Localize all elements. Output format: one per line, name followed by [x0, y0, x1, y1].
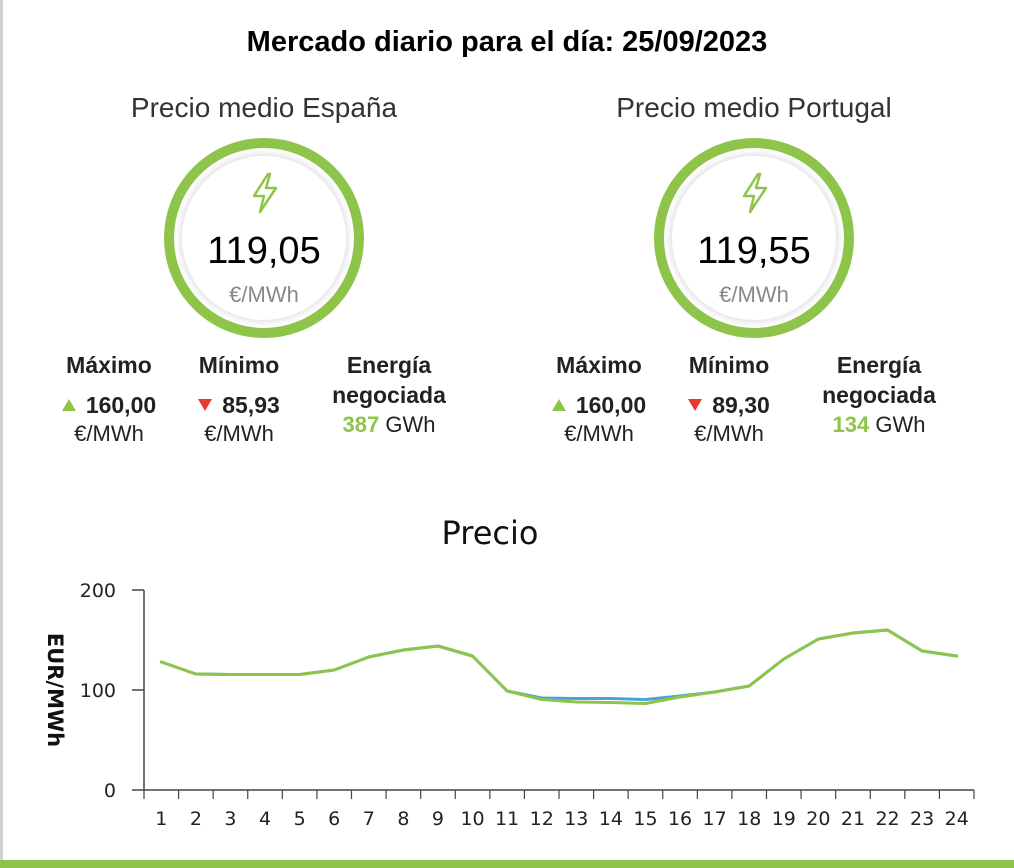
energy-unit: GWh — [385, 412, 436, 437]
y-axis-label: EUR/MWh — [43, 633, 67, 747]
portugal-max: Máximo 160,00 €/MWh — [534, 350, 664, 448]
x-tick-label: 2 — [190, 808, 202, 830]
bottom-accent-bar — [0, 860, 1014, 868]
series-line-0 — [159, 628, 959, 701]
max-value-row: 160,00 — [534, 390, 664, 420]
portugal-energy: Energía negociada 134 GWh — [804, 350, 954, 440]
x-tick-label: 8 — [397, 808, 409, 830]
arrow-down-icon — [198, 399, 213, 411]
max-unit: €/MWh — [74, 421, 144, 446]
lightning-icon — [252, 172, 278, 214]
energy-value: 387 — [342, 412, 380, 437]
series-line-1 — [159, 628, 959, 705]
energy-unit: GWh — [875, 412, 926, 437]
min-value: 85,93 — [222, 392, 280, 418]
portugal-average-unit: €/MWh — [719, 282, 789, 307]
min-label: Mínimo — [688, 352, 770, 378]
x-tick-label: 5 — [294, 808, 306, 830]
x-tick-label: 24 — [945, 808, 969, 830]
portugal-panel-title: Precio medio Portugal — [616, 92, 892, 123]
x-tick-label: 18 — [737, 808, 761, 830]
spain-average-unit: €/MWh — [229, 282, 299, 307]
x-tick-label: 15 — [633, 808, 657, 830]
portugal-panel: Precio medio Portugal 119,55 €/MWh Máxim… — [524, 88, 984, 460]
spain-average-price: 119,05 — [207, 230, 321, 272]
portugal-stats: Máximo 160,00 €/MWh Mínimo 89,30 €/MWh E… — [524, 350, 984, 460]
x-tick-label: 20 — [806, 808, 830, 830]
spain-energy: Energía negociada 387 GWh — [314, 350, 464, 440]
energy-value: 134 — [832, 412, 870, 437]
min-label: Mínimo — [198, 352, 280, 378]
x-tick-label: 10 — [460, 808, 484, 830]
min-value-row: 89,30 — [664, 390, 794, 420]
y-tick-label: 0 — [104, 780, 116, 802]
energy-label-1: Energía — [836, 352, 922, 378]
energy-value-row: 387 GWh — [314, 410, 464, 440]
x-tick-label: 11 — [495, 808, 519, 830]
spain-panel: Precio medio España 119,05 €/MWh Máximo … — [34, 88, 494, 460]
energy-value-row: 134 GWh — [804, 410, 954, 440]
max-value: 160,00 — [85, 392, 157, 418]
x-tick-label: 19 — [772, 808, 796, 830]
x-tick-label: 4 — [259, 808, 271, 830]
y-tick-label: 100 — [80, 680, 116, 702]
x-tick-label: 7 — [363, 808, 375, 830]
x-tick-label: 16 — [668, 808, 692, 830]
arrow-up-icon — [61, 399, 76, 411]
x-tick-label: 13 — [564, 808, 588, 830]
max-label: Máximo — [556, 352, 642, 378]
x-tick-label: 23 — [910, 808, 934, 830]
portugal-price-ring: 119,55 €/MWh — [654, 138, 854, 338]
x-tick-label: 9 — [432, 808, 444, 830]
max-value-row: 160,00 — [44, 390, 174, 420]
chart-series — [159, 628, 959, 705]
min-value: 89,30 — [712, 392, 770, 418]
spain-stats: Máximo 160,00 €/MWh Mínimo 85,93 €/MWh E… — [34, 350, 494, 460]
energy-label-2: negociada — [822, 382, 936, 408]
min-unit: €/MWh — [694, 421, 764, 446]
x-tick-label: 17 — [703, 808, 727, 830]
spain-panel-title: Precio medio España — [130, 92, 398, 123]
arrow-up-icon — [551, 399, 566, 411]
spain-price-ring: 119,05 €/MWh — [164, 138, 364, 338]
spain-min: Mínimo 85,93 €/MWh — [174, 350, 304, 448]
x-tick-label: 14 — [599, 808, 623, 830]
x-tick-label: 21 — [841, 808, 865, 830]
lightning-icon — [742, 172, 768, 214]
x-tick-label: 12 — [530, 808, 554, 830]
arrow-down-icon — [688, 399, 703, 411]
max-value: 160,00 — [575, 392, 647, 418]
x-tick-label: 6 — [328, 808, 340, 830]
min-value-row: 85,93 — [174, 390, 304, 420]
portugal-min: Mínimo 89,30 €/MWh — [664, 350, 794, 448]
window-edge — [0, 0, 3, 868]
min-unit: €/MWh — [204, 421, 274, 446]
portugal-average-price: 119,55 — [697, 230, 811, 272]
max-unit: €/MWh — [564, 421, 634, 446]
x-tick-label: 3 — [224, 808, 236, 830]
spain-max: Máximo 160,00 €/MWh — [44, 350, 174, 448]
page-title: Mercado diario para el día: 25/09/2023 — [246, 26, 768, 58]
chart-title: Precio — [442, 514, 539, 552]
max-label: Máximo — [66, 352, 152, 378]
energy-label-1: Energía — [346, 352, 432, 378]
x-tick-label: 22 — [875, 808, 899, 830]
x-tick-label: 1 — [155, 808, 167, 830]
y-tick-label: 200 — [80, 580, 116, 602]
energy-label-2: negociada — [332, 382, 446, 408]
